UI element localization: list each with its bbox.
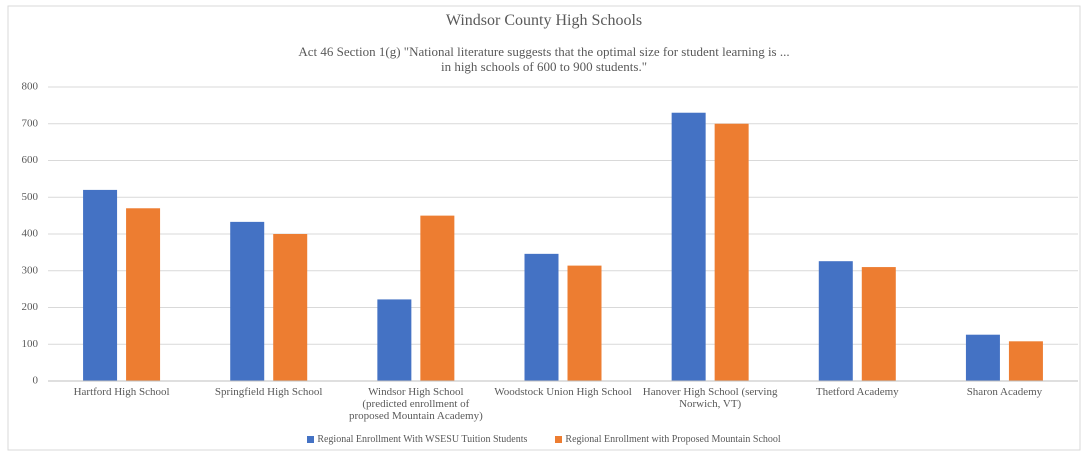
x-tick-label: Hartford High School [73,386,170,398]
legend-item: Regional Enrollment with Proposed Mounta… [555,434,781,445]
chart-border [7,5,1081,451]
legend: Regional Enrollment With WSESU Tuition S… [0,434,1088,445]
bar [861,267,896,381]
y-tick-label: 400 [22,228,39,240]
bar [126,208,161,381]
legend-item: Regional Enrollment With WSESU Tuition S… [307,434,527,445]
legend-swatch [555,436,563,444]
bar [965,334,1000,381]
x-tick-label: Sharon Academy [966,386,1043,398]
bar [377,299,412,381]
bar [671,112,706,381]
y-tick-label: 300 [22,264,39,276]
x-tick-label: Windsor High School (predicted enrollmen… [348,386,483,422]
chart-title: Windsor County High Schools [445,12,643,29]
y-tick-label: 100 [22,338,39,350]
legend-label: Regional Enrollment With WSESU Tuition S… [317,434,528,445]
y-tick-label: 600 [22,154,39,166]
bar [1008,341,1043,381]
legend-swatch [307,436,315,444]
x-tick-label: Springfield High School [214,386,323,398]
bar [818,261,853,381]
x-tick-label: Woodstock Union High School [494,386,632,398]
x-tick-label: Hanover High School (serving Norwich, VT… [642,386,778,410]
bar [83,189,118,381]
y-tick-label: 500 [22,191,39,203]
legend-label: Regional Enrollment with Proposed Mounta… [565,434,781,445]
x-tick-label: Thetford Academy [815,386,899,398]
chart-subtitle: Act 46 Section 1(g) "National literature… [298,44,790,74]
bar [524,253,559,381]
y-tick-label: 200 [22,301,39,313]
y-tick-label: 700 [22,117,39,129]
y-tick-label: 0 [33,375,39,387]
bar [714,123,749,381]
bar [567,265,602,381]
bar [230,221,265,381]
bar [273,234,308,381]
bar [420,215,455,381]
y-tick-label: 800 [22,81,39,93]
